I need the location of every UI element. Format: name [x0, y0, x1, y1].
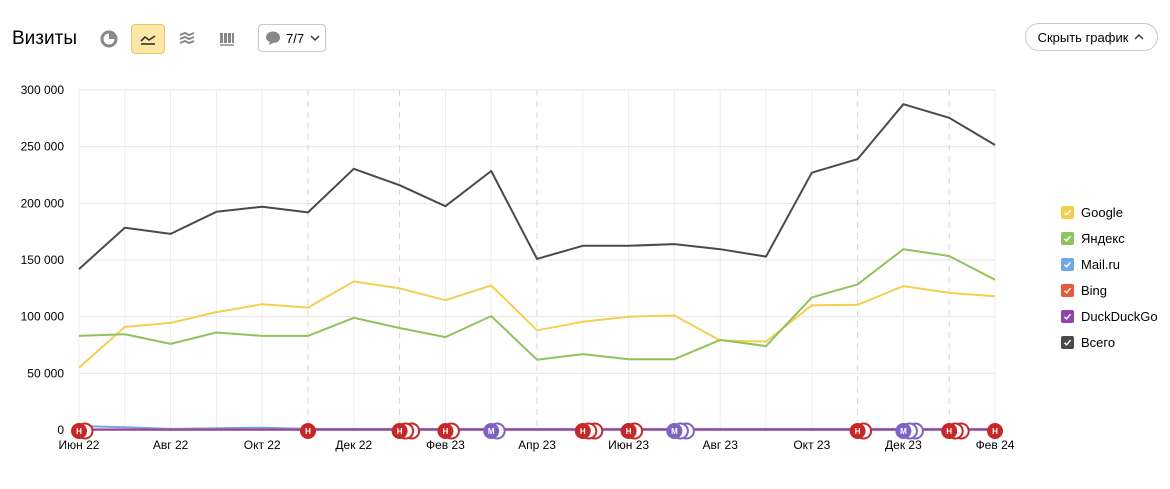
- legend-label: Яндекс: [1081, 230, 1125, 246]
- line-chart-icon: [140, 35, 156, 45]
- chart-toolbar: Визиты 7/7: [0, 0, 1170, 80]
- note-marker-letter: Н: [443, 427, 449, 436]
- y-tick-label: 0: [57, 423, 64, 437]
- chart-legend: Google Яндекс Mail.ru Bing DuckDuckGo Всего: [1061, 199, 1158, 355]
- y-tick-label: 300 000: [21, 83, 65, 97]
- checkbox-icon[interactable]: [1061, 231, 1074, 245]
- note-marker[interactable]: [941, 423, 958, 439]
- legend-label: Mail.ru: [1081, 256, 1121, 272]
- page-title: Визиты: [12, 28, 77, 49]
- legend-item[interactable]: Mail.ru: [1061, 251, 1158, 277]
- legend-label: DuckDuckGo: [1081, 308, 1158, 324]
- note-marker[interactable]: [300, 423, 316, 439]
- y-tick-label: 250 000: [21, 140, 65, 154]
- y-tick-label: 100 000: [21, 310, 65, 324]
- note-marker[interactable]: [666, 423, 683, 439]
- note-marker[interactable]: [895, 423, 912, 439]
- y-tick-label: 50 000: [27, 366, 64, 380]
- x-tick-label: Авг 22: [153, 438, 189, 452]
- area-chart-icon: [179, 31, 195, 45]
- pie-chart-icon: [100, 30, 118, 48]
- legend-item[interactable]: Bing: [1061, 277, 1158, 303]
- note-marker[interactable]: [987, 423, 1003, 439]
- note-marker-letter: Н: [397, 427, 403, 436]
- x-tick-label: Июн 22: [59, 438, 100, 452]
- note-marker-letter: Н: [992, 427, 998, 436]
- visits-line-chart: 0 50 000 100 000 150 000 200 000 250 000 300 0…: [21, 83, 1015, 452]
- bar-chart-button[interactable]: [210, 24, 244, 54]
- y-tick-label: 200 000: [21, 196, 65, 210]
- x-tick-label: Дек 23: [885, 438, 922, 452]
- x-tick-label: Фев 23: [426, 438, 465, 452]
- legend-item[interactable]: DuckDuckGo: [1061, 303, 1158, 329]
- legend-label: Google: [1081, 204, 1123, 220]
- legend-label: Всего: [1081, 334, 1116, 350]
- series-line-total: [78, 103, 996, 270]
- hide-chart-label: Скрыть график: [1037, 29, 1129, 45]
- notes-count: 7/7: [286, 30, 305, 46]
- x-tick-label: Окт 22: [244, 438, 281, 452]
- x-tick-label: Окт 23: [793, 438, 830, 452]
- note-marker[interactable]: [483, 423, 500, 439]
- checkbox-icon[interactable]: [1061, 257, 1074, 271]
- legend-item[interactable]: Всего: [1061, 329, 1158, 355]
- note-marker-letter: Н: [580, 427, 586, 436]
- note-marker-letter: Н: [76, 427, 82, 436]
- x-tick-label: Апр 23: [518, 438, 556, 452]
- note-marker[interactable]: [391, 423, 408, 439]
- legend-label: Bing: [1081, 282, 1108, 298]
- checkbox-icon[interactable]: [1061, 335, 1074, 349]
- area-chart-button[interactable]: [170, 24, 204, 54]
- x-tick-label: Июн 23: [608, 438, 649, 452]
- y-tick-label: 150 000: [21, 253, 65, 267]
- note-marker-letter: Н: [946, 427, 952, 436]
- note-marker-letter: М: [488, 427, 495, 436]
- bar-chart-icon: [220, 33, 234, 46]
- legend-item[interactable]: Яндекс: [1061, 225, 1158, 251]
- note-marker-letter: Н: [626, 427, 632, 436]
- note-marker[interactable]: [620, 423, 637, 439]
- series-line-yandex: [78, 248, 996, 361]
- checkbox-icon[interactable]: [1061, 283, 1074, 297]
- pie-chart-button[interactable]: [92, 24, 126, 54]
- x-tick-label: Фев 24: [976, 438, 1015, 452]
- checkbox-icon[interactable]: [1061, 205, 1074, 219]
- note-marker[interactable]: [437, 423, 454, 439]
- x-tick-label: Дек 22: [335, 438, 372, 452]
- series-line-google: [78, 280, 996, 369]
- note-marker-letter: Н: [305, 427, 311, 436]
- note-marker[interactable]: [849, 423, 866, 439]
- note-marker-letter: М: [671, 427, 678, 436]
- hide-chart-button[interactable]: Скрыть график: [1025, 23, 1158, 51]
- note-marker-letter: М: [900, 427, 907, 436]
- note-marker[interactable]: [71, 423, 87, 439]
- line-chart-button[interactable]: [131, 24, 165, 54]
- chevron-down-icon: [310, 35, 320, 41]
- checkbox-icon[interactable]: [1061, 309, 1074, 323]
- legend-item[interactable]: Google: [1061, 199, 1158, 225]
- note-marker[interactable]: [574, 423, 591, 439]
- comment-icon: [266, 31, 280, 45]
- notes-filter-button[interactable]: 7/7: [258, 24, 326, 52]
- x-tick-label: Авг 23: [702, 438, 738, 452]
- note-marker-letter: Н: [855, 427, 861, 436]
- chevron-up-icon: [1134, 34, 1144, 40]
